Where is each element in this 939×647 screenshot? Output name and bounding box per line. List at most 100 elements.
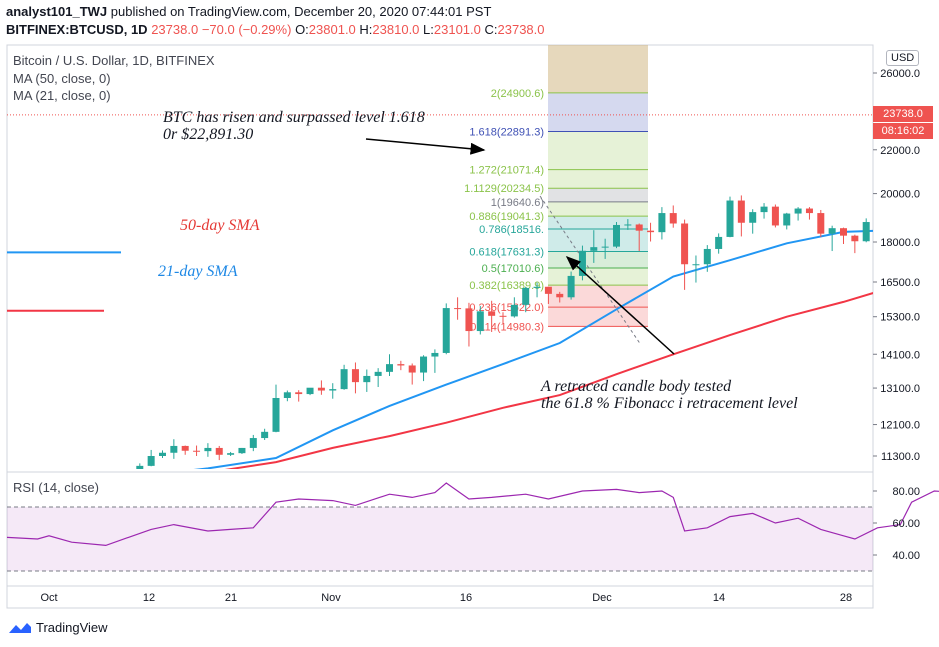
candle[interactable] (647, 222, 655, 242)
candle[interactable] (397, 360, 405, 371)
candle[interactable] (749, 209, 757, 234)
candle[interactable] (760, 203, 768, 219)
candle[interactable] (885, 209, 892, 220)
rsi-pane[interactable]: 80.00 60.00 40.00 (6, 482, 939, 572)
candle[interactable] (805, 207, 813, 220)
candle[interactable] (522, 286, 530, 313)
candle-body (181, 445, 189, 451)
candle[interactable] (442, 303, 450, 355)
currency-button[interactable]: USD (886, 50, 920, 66)
candle[interactable] (737, 195, 745, 237)
sma50-annotation[interactable]: 50-day SMA (180, 217, 260, 234)
ma50-legend[interactable]: MA (50, close, 0) (13, 71, 111, 86)
candle[interactable] (783, 212, 791, 230)
candle[interactable] (329, 383, 337, 399)
candle[interactable] (771, 204, 779, 228)
candle[interactable] (715, 233, 723, 254)
candle[interactable] (499, 312, 507, 324)
candle[interactable] (147, 449, 155, 467)
candle[interactable] (613, 222, 620, 249)
candle[interactable] (658, 207, 666, 240)
candle[interactable] (283, 390, 291, 402)
price-scale[interactable]: 26000.024000.022000.020000.018000.016500… (7, 68, 920, 463)
candle[interactable] (840, 227, 847, 245)
candle[interactable] (159, 450, 166, 459)
retrace-annotation-line2[interactable]: the 61.8 % Fibonacc i retracement level (541, 395, 798, 412)
candle[interactable] (681, 219, 689, 290)
candle[interactable] (919, 114, 926, 166)
candle[interactable] (533, 282, 541, 298)
candle[interactable] (669, 205, 677, 228)
candle[interactable] (476, 306, 484, 335)
candle[interactable] (510, 297, 518, 318)
candle-body (715, 236, 723, 249)
candle[interactable] (306, 387, 314, 396)
btc-annotation-line2[interactable]: 0r $22,891.30 (163, 126, 254, 143)
candle[interactable] (408, 363, 416, 385)
candle[interactable] (488, 300, 496, 332)
candle[interactable] (295, 390, 303, 402)
candle[interactable] (193, 445, 201, 456)
annotation-arrows (365, 138, 675, 355)
candle[interactable] (544, 286, 552, 304)
ma21-legend[interactable]: MA (21, close, 0) (13, 88, 111, 103)
retrace-annotation-line1[interactable]: A retraced candle body tested (541, 378, 732, 395)
candle[interactable] (351, 362, 359, 394)
candle[interactable] (817, 209, 825, 237)
candle[interactable] (556, 291, 564, 303)
candle[interactable] (862, 218, 870, 243)
candle[interactable] (567, 271, 575, 300)
candlestick-series[interactable] (34, 104, 939, 495)
candle[interactable] (454, 297, 462, 320)
candle[interactable] (590, 230, 598, 263)
candle[interactable] (363, 369, 371, 392)
candle[interactable] (227, 451, 235, 456)
low-label: L: (423, 22, 434, 37)
candle[interactable] (102, 477, 109, 488)
candle[interactable] (238, 447, 246, 454)
candle[interactable] (897, 204, 904, 216)
candle[interactable] (374, 368, 382, 388)
candle[interactable] (465, 302, 473, 347)
tradingview-logo[interactable]: TradingView (8, 620, 108, 635)
candle[interactable] (125, 470, 132, 488)
candle[interactable] (181, 445, 189, 455)
candle[interactable] (908, 159, 915, 210)
sma21-annotation[interactable]: 21-day SMA (158, 263, 238, 280)
candle[interactable] (794, 207, 802, 221)
candle[interactable] (703, 245, 711, 272)
candle[interactable] (170, 439, 178, 459)
candle[interactable] (601, 238, 609, 259)
rsi-legend[interactable]: RSI (14, close) (13, 480, 99, 495)
candle[interactable] (386, 354, 393, 376)
candle-body (102, 477, 109, 485)
candle[interactable] (114, 481, 121, 486)
candle[interactable] (692, 255, 700, 283)
candle[interactable] (215, 445, 223, 461)
candle[interactable] (317, 380, 325, 395)
candle[interactable] (431, 349, 439, 373)
candle[interactable] (578, 245, 586, 281)
price-tick-label: 16500.0 (880, 277, 920, 289)
author-name[interactable]: analyst101_TWJ (6, 4, 108, 19)
symbol-legend[interactable]: Bitcoin / U.S. Dollar, 1D, BITFINEX (13, 53, 215, 68)
candle[interactable] (420, 355, 428, 382)
candle[interactable] (249, 434, 257, 452)
candle[interactable] (272, 384, 280, 433)
candle[interactable] (261, 428, 269, 441)
fib-trend-line (539, 195, 642, 346)
btc-annotation-line1[interactable]: BTC has risen and surpassed level 1.618 (163, 109, 425, 126)
candle[interactable] (136, 463, 144, 474)
candle[interactable] (635, 223, 643, 252)
fibonacci-extension[interactable]: 2(24900.6) 1.618(22891.3) 1.272(21071.4) 1.… (464, 45, 648, 346)
candle-body (476, 311, 484, 332)
candle[interactable] (726, 196, 734, 238)
candle[interactable] (828, 225, 836, 252)
candle[interactable] (851, 234, 859, 254)
candle[interactable] (204, 443, 212, 457)
candle[interactable] (874, 208, 881, 224)
candle[interactable] (340, 364, 348, 390)
time-axis[interactable]: Oct 12 21 Nov 16 Dec 14 28 (40, 592, 852, 604)
candle[interactable] (624, 219, 632, 230)
